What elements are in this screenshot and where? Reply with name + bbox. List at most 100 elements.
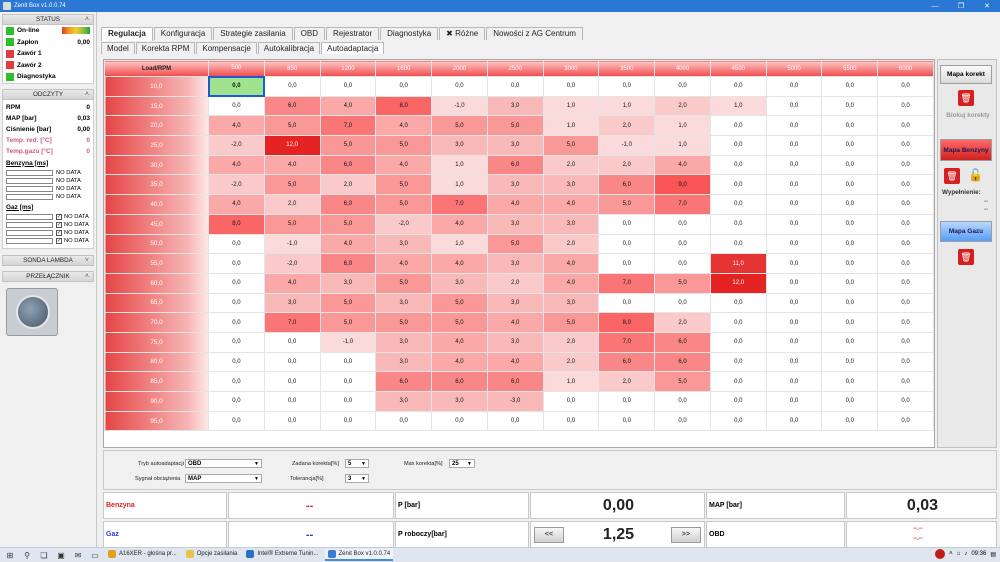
decrease-button[interactable]: << [534,527,564,543]
map-cell[interactable]: 0,0 [877,292,934,314]
map-cell[interactable]: 2,0 [654,312,711,333]
map-cell[interactable]: 0,0 [431,76,488,97]
map-cell[interactable]: 5,0 [375,312,433,333]
map-cell[interactable]: 3,0 [542,292,600,314]
explorer-icon[interactable]: ▭ [91,550,99,560]
map-cell[interactable]: 0,0 [208,272,265,294]
map-cell[interactable]: 0,0 [765,391,823,412]
map-cell[interactable]: 7,0 [263,312,321,333]
map-cell[interactable]: 1,0 [598,95,656,117]
subtab-model[interactable]: Model [101,42,135,54]
map-cell[interactable]: 1,0 [542,95,600,117]
map-cell[interactable]: 8,0 [375,95,433,117]
map-cell[interactable]: 0,0 [765,272,823,294]
map-cell[interactable]: 2,0 [542,331,600,353]
map-cell[interactable]: 0,0 [709,371,767,392]
map-cell[interactable]: 0,0 [765,76,823,97]
map-cell[interactable]: 3,0 [542,213,600,235]
map-cell[interactable]: 3,0 [486,253,544,274]
map-cell[interactable]: 2,0 [598,371,656,392]
map-cell[interactable]: 0,0 [709,194,767,215]
map-cell[interactable]: 0,0 [598,253,656,274]
map-cell[interactable]: 0,0 [765,154,823,176]
map-cell[interactable]: 3,0 [375,391,433,412]
zadana-select[interactable]: 5 ▼ [345,459,369,468]
map-cell[interactable]: 3,0 [431,272,488,294]
map-cell[interactable]: 0,0 [208,233,265,255]
map-cell[interactable]: 4,0 [208,115,265,137]
map-cell[interactable]: 5,0 [654,371,711,392]
map-cell[interactable]: 0,0 [765,312,823,333]
tolerancja-select[interactable]: 3 ▼ [345,474,369,483]
map-cell[interactable]: 0,0 [765,213,823,235]
map-cell[interactable]: 0,0 [319,371,377,392]
map-cell[interactable]: 0,0 [542,410,600,432]
map-cell[interactable]: 0,0 [654,213,711,235]
map-cell[interactable]: 0,0 [709,154,767,176]
subtab-autoadaptacja[interactable]: Autoadaptacja [321,42,385,54]
map-cell[interactable]: 5,0 [431,292,488,314]
map-cell[interactable]: 7,0 [598,272,656,294]
taskbar-app-zenit[interactable]: Zenit Box v1.0.0.74 [324,549,394,561]
map-cell[interactable]: 0,0 [821,351,879,373]
map-cell[interactable]: 5,0 [263,174,321,196]
map-cell[interactable]: 3,0 [375,233,433,255]
map-cell[interactable]: 0,0 [821,292,879,314]
maximize-button[interactable]: ❐ [957,3,965,10]
map-cell[interactable]: -2,0 [375,213,433,235]
map-cell[interactable]: 2,0 [486,272,544,294]
map-cell[interactable]: 4,0 [375,154,433,176]
map-cell[interactable]: 12,0 [709,272,767,294]
map-cell[interactable]: 0,0 [375,76,433,97]
map-cell[interactable]: 0,0 [207,75,266,98]
map-cell[interactable]: 0,0 [208,371,265,392]
close-button[interactable]: ✕ [984,3,990,10]
map-cell[interactable]: 5,0 [319,135,377,156]
map-cell[interactable]: 5,0 [486,233,544,255]
clock[interactable]: 09:36 [971,551,987,557]
map-cell[interactable]: 6,0 [654,331,711,353]
map-cell[interactable]: 0,0 [877,213,934,235]
map-cell[interactable]: 0,0 [821,371,879,392]
map-cell[interactable]: 0,0 [654,410,711,432]
map-cell[interactable]: 0,0 [542,391,600,412]
map-cell[interactable]: 0,0 [319,76,377,97]
mapa-gazu-button[interactable]: Mapa Gazu [940,221,992,242]
map-cell[interactable]: 3,0 [375,292,433,314]
map-cell[interactable]: 0,0 [765,292,823,314]
map-cell[interactable]: 0,0 [208,351,265,373]
map-cell[interactable]: 6,0 [486,154,544,176]
map-cell[interactable]: 5,0 [431,115,488,137]
map-cell[interactable]: 3,0 [319,272,377,294]
map-cell[interactable]: 0,0 [208,95,265,117]
map-cell[interactable]: 4,0 [542,194,600,215]
map-cell[interactable]: 0,0 [877,115,934,137]
map-cell[interactable]: 0,0 [263,331,321,353]
minimize-button[interactable]: — [931,2,939,10]
map-cell[interactable]: 0,0 [821,233,879,255]
map-cell[interactable]: 2,0 [542,154,600,176]
map-cell[interactable]: 3,0 [486,213,544,235]
map-cell[interactable]: 0,0 [877,154,934,176]
network-icon[interactable]: ⌂ [956,551,961,557]
map-cell[interactable]: 5,0 [431,312,488,333]
sonda-header[interactable]: SONDA LAMBDA ˅ [2,254,94,266]
map-cell[interactable]: 6,0 [319,154,377,176]
map-cell[interactable]: -2,0 [263,253,321,274]
map-cell[interactable]: 6,0 [431,371,488,392]
map-cell[interactable]: 0,0 [598,292,656,314]
map-cell[interactable]: 0,0 [877,174,934,196]
tab-obd[interactable]: OBD [293,27,325,40]
map-cell[interactable]: 0,0 [821,115,879,137]
injector-checkbox[interactable]: ✓ [56,221,62,228]
map-cell[interactable]: 2,0 [598,115,656,137]
injector-checkbox[interactable]: ✓ [56,213,62,220]
map-cell[interactable]: 0,0 [208,331,265,353]
correction-map-grid[interactable]: Load/RPM 500 850 1200 1600 2000 2500 3000 3500 40… [103,59,935,448]
search-icon[interactable]: ⚲ [24,550,30,560]
sygnal-select[interactable]: MAP ▼ [185,474,262,483]
tab-konfiguracja[interactable]: Konfiguracja [153,27,213,40]
map-cell[interactable]: 1,0 [709,95,767,117]
map-cell[interactable]: 3,0 [263,292,321,314]
tab-nowosci[interactable]: Nowości z AG Centrum [486,27,583,40]
